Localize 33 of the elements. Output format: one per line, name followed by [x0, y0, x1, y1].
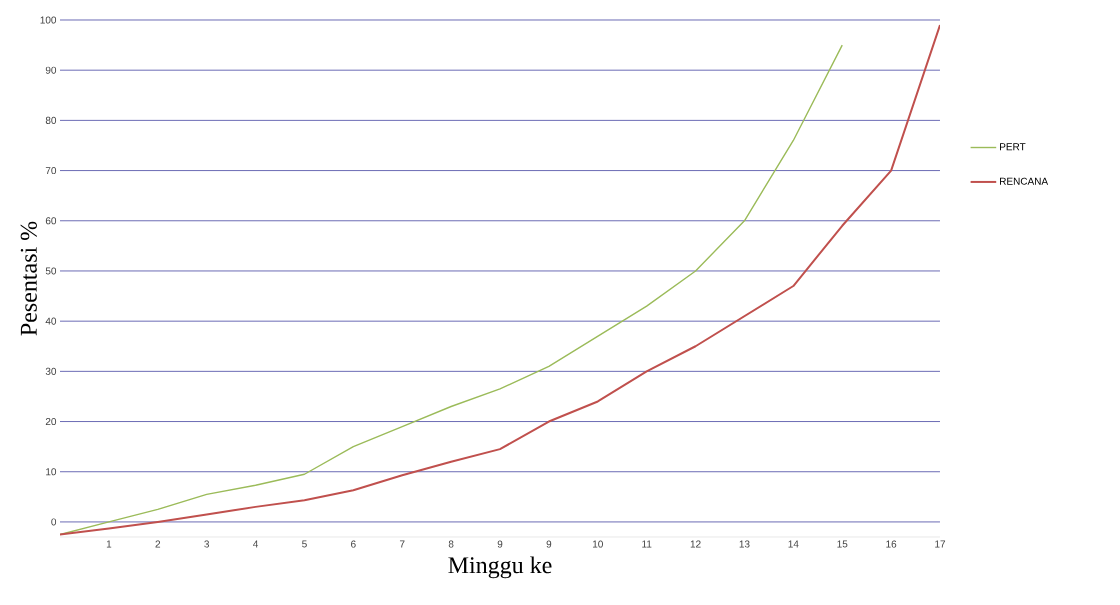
x-tick-label: 15: [837, 540, 848, 548]
x-tick-label: 8: [448, 540, 454, 548]
x-tick-label: 13: [739, 540, 750, 548]
y-tick-label: 90: [45, 66, 57, 74]
y-tick-label: 40: [45, 317, 57, 325]
y-tick-label: 50: [45, 267, 57, 275]
x-tick-label: 6: [351, 540, 356, 548]
y-tick-label: 20: [45, 418, 57, 426]
x-tick-label: 16: [886, 540, 897, 548]
x-tick-label: 1: [106, 540, 112, 548]
x-tick-label: 9: [546, 540, 552, 548]
legend-label: RENCANA: [1000, 177, 1049, 185]
x-tick-label: 12: [690, 540, 701, 548]
x-tick-label: 4: [253, 540, 259, 548]
y-tick-label: 100: [40, 16, 57, 24]
y-tick-label: 70: [45, 167, 57, 175]
x-tick-label: 3: [204, 540, 210, 548]
y-tick-label: 60: [45, 217, 57, 225]
y-tick-label: 80: [45, 116, 57, 124]
y-tick-label: 10: [46, 468, 57, 476]
x-tick-label: 9: [497, 540, 503, 548]
x-tick-label: 17: [935, 540, 946, 548]
x-tick-label: 14: [788, 540, 799, 548]
y-tick-label: 0: [51, 518, 57, 526]
x-tick-label: 7: [399, 540, 405, 548]
x-tick-label: 10: [592, 540, 603, 548]
x-tick-label: 2: [155, 540, 161, 548]
y-axis-title: Pesentasi %: [20, 221, 37, 336]
legend-label: PERT: [1000, 143, 1026, 151]
x-tick-label: 5: [302, 540, 307, 548]
x-tick-label: 11: [642, 540, 652, 548]
x-axis-title: Minggu ke: [448, 556, 552, 579]
y-tick-label: 30: [45, 367, 57, 375]
